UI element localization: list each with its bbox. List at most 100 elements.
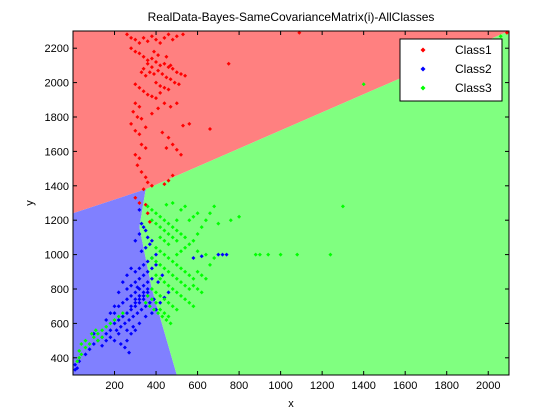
x-tick-label: 200 [105,380,123,392]
point-class2 [125,338,129,343]
point-class1 [166,32,171,37]
point-class3 [199,225,204,230]
point-class2 [91,331,96,336]
point-class1 [166,178,171,183]
point-class2 [125,287,129,291]
point-class1 [154,96,158,101]
point-class1 [168,77,173,82]
point-class1 [154,60,158,64]
point-class3 [158,249,163,254]
point-class2 [112,321,117,326]
point-class2 [133,297,138,302]
point-class3 [179,249,183,254]
point-class3 [199,273,204,278]
point-class2 [141,290,146,295]
point-class3 [170,287,175,291]
point-class3 [162,266,167,271]
point-class3 [170,259,175,264]
point-class1 [166,87,171,92]
point-class2 [125,328,129,333]
point-class1 [168,104,173,109]
point-class3 [183,269,188,274]
point-class1 [162,61,167,66]
point-class3 [170,304,175,309]
point-class2 [141,293,146,298]
point-class1 [208,127,212,131]
point-class3 [156,311,161,316]
point-class3 [278,252,283,257]
point-class2 [149,311,154,316]
point-class1 [129,35,134,40]
point-class1 [174,34,179,39]
point-class1 [172,80,177,85]
point-class1 [149,56,154,61]
point-class1 [135,115,140,119]
point-class1 [145,180,150,185]
point-class1 [164,75,169,80]
point-class1 [133,152,138,157]
point-class3 [162,228,167,233]
point-class2 [141,273,146,278]
point-class2 [141,262,146,267]
point-class1 [170,173,175,178]
point-class3 [195,287,200,291]
point-class2 [127,318,132,322]
point-class3 [174,307,179,312]
point-class1 [181,123,185,128]
point-class1 [129,121,134,126]
point-class1 [154,37,158,42]
point-class1 [158,84,163,88]
point-class2 [108,335,113,340]
point-class2 [137,207,142,212]
point-class1 [125,32,129,37]
point-class1 [149,111,154,116]
point-class3 [179,280,183,285]
x-axis-ticks: 200 400 600 800 1000 1200 1400 1600 1800 2000 [105,31,500,392]
point-class2 [141,283,146,288]
point-class3 [79,342,84,346]
point-class1 [156,106,161,111]
point-class3 [257,252,262,257]
point-class3 [145,293,150,298]
y-axis-ticks: 400 600 800 1000 1200 1400 1600 1800 2000 2200 [45,43,509,365]
point-class3 [170,225,175,230]
point-class1 [139,170,144,174]
point-class3 [253,252,258,257]
point-class1 [143,73,148,78]
point-class2 [114,328,119,333]
point-class2 [133,269,138,274]
point-class1 [131,109,136,114]
point-class2 [91,342,96,346]
point-class3 [166,221,171,226]
y-tick-label: 1200 [45,215,69,227]
plot-frame [72,30,510,376]
x-tick-label: 2000 [476,380,500,392]
point-class2 [220,252,225,257]
point-class1 [135,163,140,168]
point-class3 [158,293,163,298]
point-class3 [83,345,88,350]
point-class1 [133,82,138,87]
point-class2 [137,276,142,281]
point-class3 [77,348,82,353]
y-tick-label: 2000 [45,78,69,90]
point-class2 [152,297,156,302]
point-class2 [125,297,129,302]
point-class1 [141,89,146,94]
y-tick-label: 800 [51,284,69,296]
point-class2 [154,252,158,257]
point-class3 [89,331,94,336]
point-class1 [170,142,175,147]
point-class3 [203,276,208,281]
point-class2 [133,290,138,295]
point-class1 [183,73,188,78]
point-class3 [143,300,148,305]
point-class2 [149,276,154,281]
point-class2 [87,347,92,352]
chart-title: RealData-Bayes-SameCovarianceMatrix(i)-A… [148,10,435,24]
point-class1 [137,156,142,161]
point-class1 [156,53,161,58]
point-class1 [149,183,154,188]
point-class3 [191,304,196,309]
point-class3 [93,328,98,333]
